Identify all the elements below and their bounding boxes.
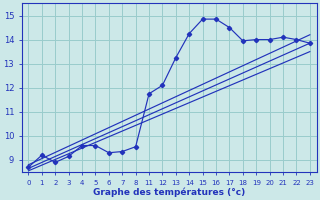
- X-axis label: Graphe des températures (°c): Graphe des températures (°c): [93, 187, 245, 197]
